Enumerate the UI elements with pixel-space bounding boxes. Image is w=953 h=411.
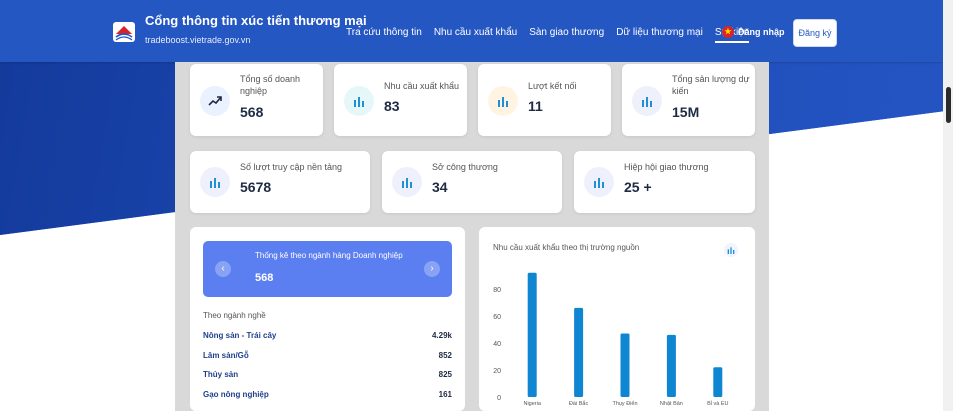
stat-card-visits: Số lượt truy cập nền tảng 5678: [190, 151, 370, 213]
industry-name: Gạo nông nghiệp: [203, 390, 269, 399]
industry-value: 852: [438, 351, 452, 360]
x-tick-label: Nhật Bản: [660, 401, 683, 407]
bar-chart-icon: [488, 86, 518, 116]
industry-name: Lâm sản/Gỗ: [203, 351, 249, 360]
export-bar-chart: 0 20 40 60 80 Nigeria Đài Bắc Thụy Điển Nhật Bản…: [493, 272, 729, 407]
industry-banner: ‹ Thống kê theo ngành hàng Doanh nghiệp …: [203, 241, 452, 297]
export-chart-card: [479, 227, 755, 411]
industry-value: 161: [438, 390, 452, 399]
stat-value: 83: [384, 98, 400, 114]
bar-chart-icon: [392, 167, 422, 197]
chart-bar[interactable]: [574, 307, 584, 397]
stat-value: 34: [432, 179, 448, 195]
stat-card-businesses: Tổng số doanh nghiệp 568: [190, 64, 323, 136]
stat-card-departments: Sở công thương 34: [382, 151, 562, 213]
scrollbar-thumb[interactable]: [946, 87, 951, 123]
vietnam-flag-icon: ★: [722, 26, 734, 38]
stat-label: Sở công thương: [432, 162, 498, 172]
stat-card-associations: Hiệp hội giao thương 25 +: [574, 151, 755, 213]
stat-card-export-demand: Nhu cầu xuất khẩu 83: [334, 64, 467, 136]
stat-card-connections: Lượt kết nối 11: [478, 64, 611, 136]
stat-value: 11: [528, 98, 543, 114]
y-tick-label: 80: [493, 287, 501, 294]
site-domain: tradeboost.vietrade.gov.vn: [145, 35, 251, 45]
stat-value: 5678: [240, 179, 272, 195]
banner-value: 568: [255, 272, 274, 284]
nav-item-trade-data[interactable]: Dữ liệu thương mại: [616, 27, 703, 38]
stat-value: 15M: [672, 104, 700, 120]
stat-label: Lượt kết nối: [528, 81, 577, 91]
industry-row[interactable]: Nông sản - Trái cây 4.29k: [203, 331, 452, 340]
scrollbar-track[interactable]: [943, 0, 953, 411]
chart-title: Nhu cầu xuất khẩu theo thị trường nguồn: [493, 243, 640, 252]
stat-label: Tổng số doanh nghiệp: [240, 74, 301, 96]
chevron-right-icon[interactable]: ›: [424, 261, 440, 277]
y-tick-label: 20: [493, 368, 501, 375]
y-tick-label: 40: [493, 341, 501, 348]
stat-card-output: Tổng sản lượng dự kiến 15M: [622, 64, 755, 136]
industry-row[interactable]: Lâm sản/Gỗ 852: [203, 351, 452, 360]
stat-label: Nhu cầu xuất khẩu: [384, 81, 460, 91]
industry-subheading: Theo ngành nghề: [203, 311, 266, 320]
industry-row[interactable]: Gạo nông nghiệp 161: [203, 390, 452, 399]
trend-up-icon: [200, 86, 230, 116]
industry-name: Thủy sản: [203, 370, 239, 379]
nav-item-lookup[interactable]: Tra cứu thông tin: [346, 27, 422, 38]
x-tick-label: Đài Bắc: [569, 400, 589, 407]
chevron-left-icon[interactable]: ‹: [215, 261, 231, 277]
stat-label: Hiệp hội giao thương: [624, 162, 709, 172]
register-button[interactable]: Đăng ký: [793, 19, 837, 47]
login-button[interactable]: ★ Đăng nhập: [722, 26, 785, 38]
nav-item-export-demand[interactable]: Nhu cầu xuất khẩu: [433, 27, 518, 38]
x-tick-label: Bỉ và EU: [707, 400, 728, 407]
login-label: Đăng nhập: [738, 27, 785, 37]
bar-chart-icon: [344, 86, 374, 116]
banner-title: Thống kê theo ngành hàng Doanh nghiệp: [255, 251, 403, 260]
bar-chart-icon: [200, 167, 230, 197]
stat-value: 568: [240, 104, 264, 120]
y-tick-label: 0: [497, 395, 501, 402]
logo-icon[interactable]: [110, 18, 138, 46]
industry-value: 4.29k: [431, 331, 452, 340]
x-tick-label: Nigeria: [523, 401, 541, 407]
site-title: Cổng thông tin xúc tiến thương mại: [145, 13, 367, 28]
stat-value: 25 +: [624, 179, 652, 195]
main-nav: Tra cứu thông tin Nhu cầu xuất khẩu Sàn …: [346, 27, 750, 43]
industry-name: Nông sản - Trái cây: [203, 331, 277, 340]
top-header: Cổng thông tin xúc tiến thương mại trade…: [0, 0, 943, 62]
stat-label: Số lượt truy cập nền tảng: [240, 162, 342, 172]
industry-row[interactable]: Thủy sản 825: [203, 370, 452, 379]
chart-bar[interactable]: [527, 272, 537, 397]
bar-chart-icon: [632, 86, 662, 116]
nav-item-marketplace[interactable]: Sàn giao thương: [529, 27, 605, 38]
bar-chart-icon: [584, 167, 614, 197]
chart-bar[interactable]: [666, 334, 676, 397]
bar-chart-icon[interactable]: [724, 243, 738, 257]
y-tick-label: 60: [493, 314, 501, 321]
stat-label: Tổng sản lượng dự kiến: [672, 74, 750, 96]
x-tick-label: Thụy Điển: [612, 400, 637, 407]
industry-value: 825: [438, 370, 452, 379]
chart-bar[interactable]: [713, 367, 723, 397]
chart-bar[interactable]: [620, 333, 630, 397]
